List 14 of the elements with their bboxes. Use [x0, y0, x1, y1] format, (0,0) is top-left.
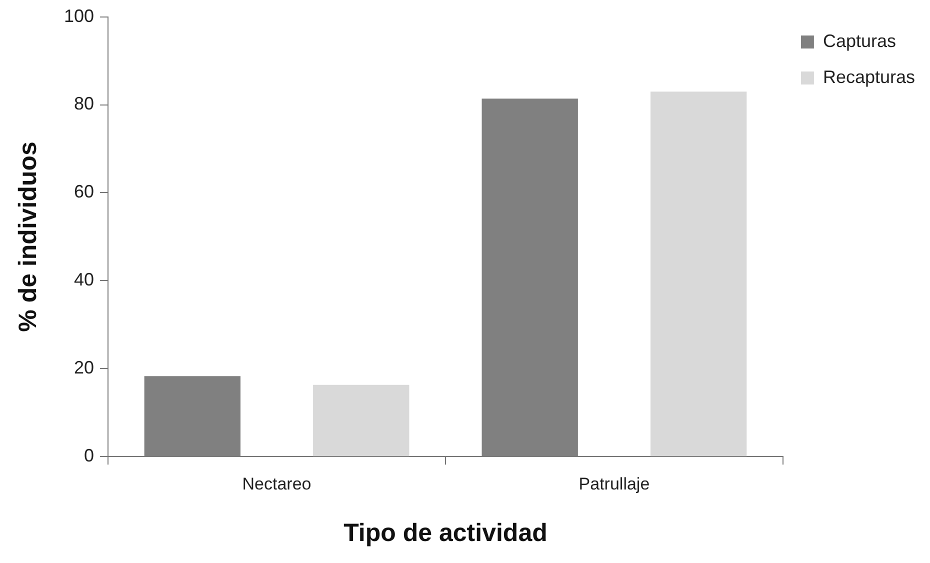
y-tick-label: 80 — [74, 94, 94, 114]
y-tick-label: 20 — [74, 358, 94, 378]
x-tick-label: Patrullaje — [578, 474, 650, 494]
legend-label: Recapturas — [822, 66, 916, 87]
x-tick-label: Nectareo — [242, 474, 312, 494]
y-axis-title: % de individuos — [14, 142, 42, 332]
y-tick-label: 100 — [64, 6, 94, 26]
bar — [650, 92, 747, 456]
x-axis-title: Tipo de actividad — [344, 518, 548, 547]
bar — [313, 384, 410, 456]
y-tick-label: 0 — [84, 446, 94, 466]
y-tick-label: 60 — [74, 182, 94, 202]
y-tick-label: 40 — [74, 270, 94, 290]
legend-label: Capturas — [822, 30, 896, 51]
